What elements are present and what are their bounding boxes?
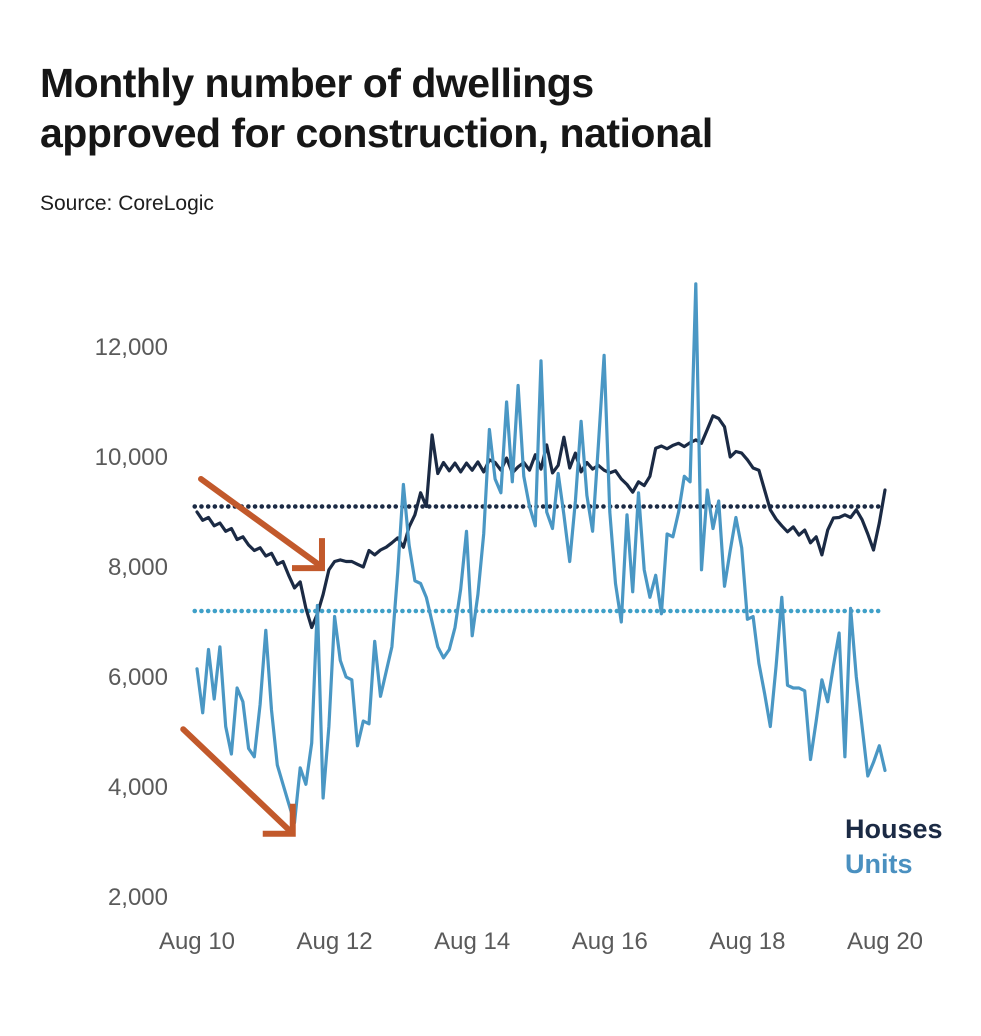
x-tick-label: Aug 16 xyxy=(572,928,648,955)
x-tick-label: Aug 14 xyxy=(434,928,510,955)
legend: Houses Units xyxy=(845,812,943,881)
y-tick-label: 12,000 xyxy=(95,334,168,361)
source-label: Source: CoreLogic xyxy=(40,192,214,215)
chart-title: Monthly number of dwellings approved for… xyxy=(40,58,940,158)
units-line xyxy=(195,282,887,825)
chart-title-line2: approved for construction, national xyxy=(40,110,713,157)
x-tick-label: Aug 18 xyxy=(709,928,785,955)
chart-title-line1: Monthly number of dwellings xyxy=(40,60,594,106)
x-tick-label: Aug 12 xyxy=(297,928,373,955)
y-tick-label: 4,000 xyxy=(108,774,168,801)
y-tick-label: 6,000 xyxy=(108,664,168,691)
units-decline-arrow xyxy=(180,726,296,837)
y-tick-label: 2,000 xyxy=(108,884,168,911)
legend-units-label: Units xyxy=(845,848,913,879)
y-tick-label: 10,000 xyxy=(95,444,168,471)
houses-decline-arrow xyxy=(198,476,325,572)
legend-houses-label: Houses xyxy=(845,814,943,844)
x-tick-label: Aug 20 xyxy=(847,928,923,955)
houses-line xyxy=(195,414,887,630)
y-tick-label: 8,000 xyxy=(108,554,168,581)
x-tick-label: Aug 10 xyxy=(159,928,235,955)
